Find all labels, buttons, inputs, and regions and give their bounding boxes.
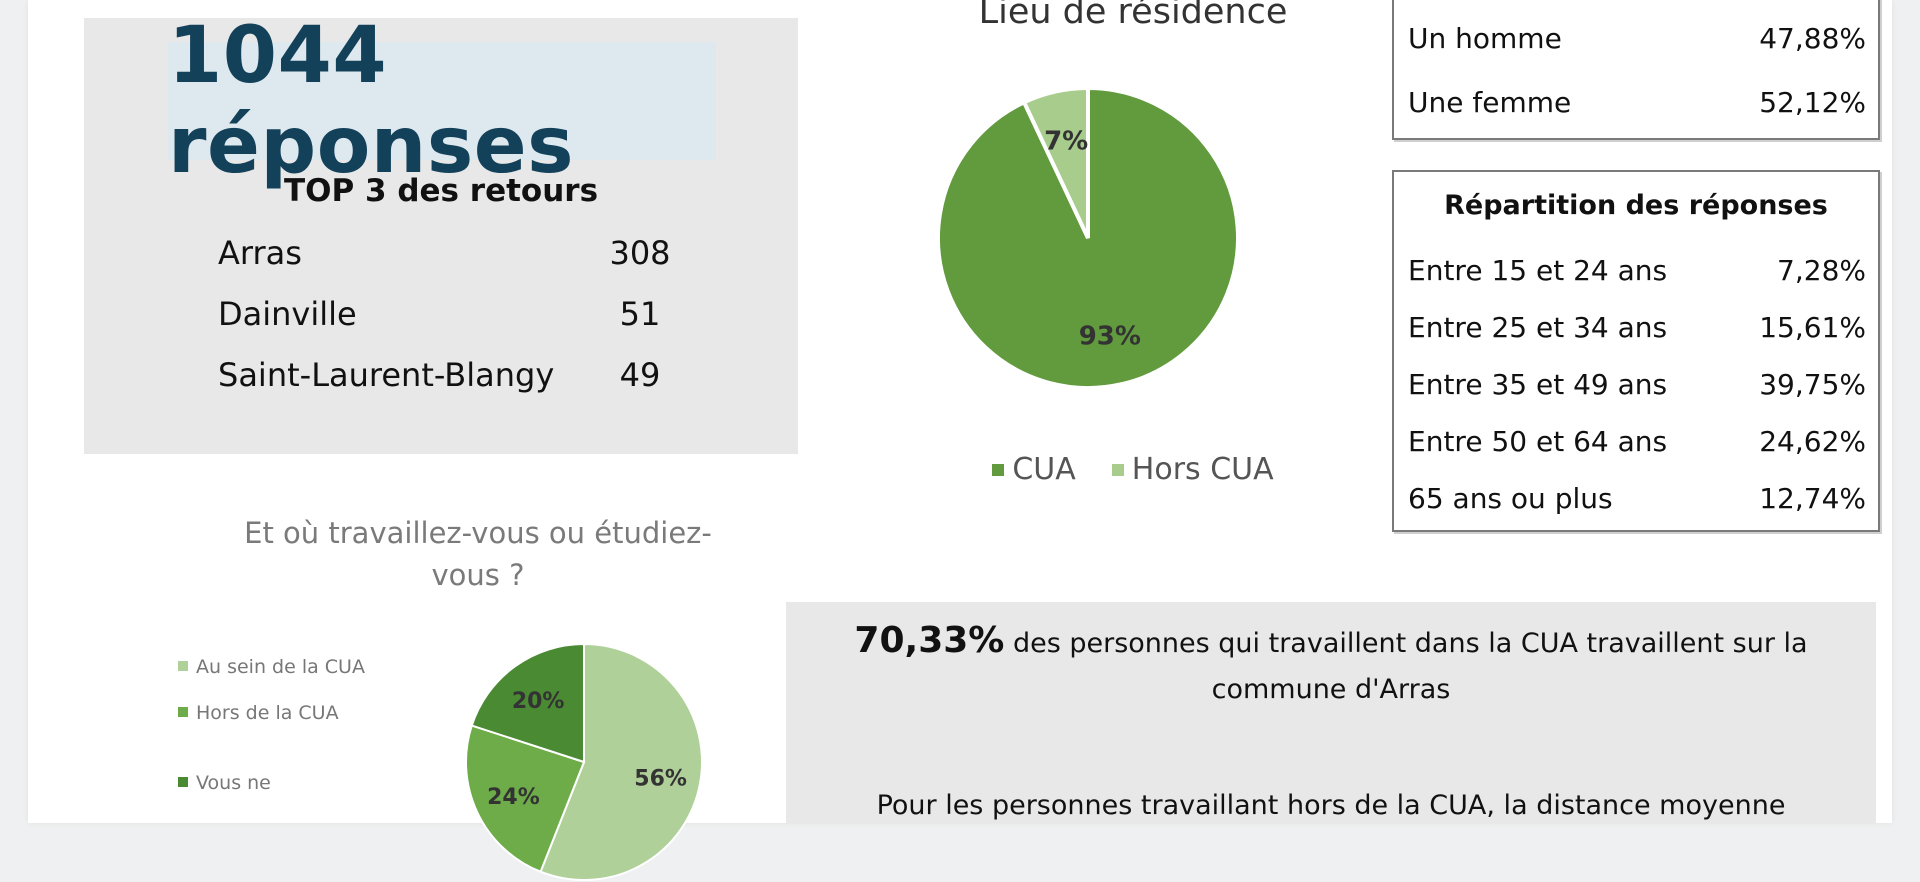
- legend-item-hors-cua: Hors CUA: [1111, 452, 1274, 487]
- row-label: Entre 50 et 64 ans: [1408, 425, 1668, 458]
- pie-label-cua: 93%: [1079, 322, 1141, 352]
- row-value: 7,28%: [1777, 254, 1866, 287]
- table-row: Entre 25 et 34 ans 15,61%: [1408, 311, 1866, 351]
- residence-legend: CUA Hors CUA: [923, 452, 1343, 487]
- age-table-title: Répartition des réponses: [1444, 190, 1828, 221]
- row-label: Une femme: [1408, 86, 1572, 119]
- top3-name: Arras: [218, 234, 302, 272]
- legend-label: CUA: [1012, 452, 1076, 487]
- table-row: Entre 35 et 49 ans 39,75%: [1408, 368, 1866, 408]
- table-row: Un homme 47,88%: [1408, 22, 1866, 62]
- top3-count: 49: [619, 356, 661, 394]
- summary-panel: 1044 réponses TOP 3 des retours Arras 30…: [84, 11, 798, 454]
- note-text: 70,33% des personnes qui travaillent dan…: [816, 618, 1846, 713]
- legend-swatch-outside-cua: [178, 707, 188, 717]
- legend-item-within-cua: Au sein de la CUA: [178, 652, 378, 682]
- work-legend: Au sein de la CUA Hors de la CUA Vous ne: [178, 652, 378, 814]
- top3-name: Saint-Laurent-Blangy: [218, 356, 555, 394]
- legend-swatch-hors-cua: [1111, 463, 1124, 476]
- residence-chart-title: Lieu de résidence: [978, 0, 1288, 32]
- age-table: Répartition des réponses Entre 15 et 24 …: [1392, 170, 1880, 532]
- top3-count: 51: [619, 295, 661, 333]
- row-label: Entre 25 et 34 ans: [1408, 311, 1668, 344]
- row-label: Entre 35 et 49 ans: [1408, 368, 1668, 401]
- legend-label: Vous ne: [196, 772, 271, 794]
- row-label: Un homme: [1408, 22, 1562, 55]
- legend-label: Au sein de la CUA: [196, 656, 365, 678]
- legend-label: Hors de la CUA: [196, 702, 339, 724]
- top3-name: Dainville: [218, 295, 357, 333]
- total-banner: 1044 réponses: [168, 11, 716, 191]
- table-row: Entre 15 et 24 ans 7,28%: [1408, 254, 1866, 294]
- infographic-page: 1044 réponses TOP 3 des retours Arras 30…: [28, 0, 1892, 881]
- row-value: 52,12%: [1759, 86, 1866, 119]
- top3-row: Arras 308: [218, 234, 671, 278]
- row-value: 15,61%: [1759, 311, 1866, 344]
- legend-swatch-within-cua: [178, 661, 188, 671]
- pie-label-hors-cua: 7%: [1044, 126, 1088, 156]
- pie-label-none: 20%: [512, 689, 565, 714]
- pie-label-outside-cua: 24%: [487, 785, 540, 810]
- legend-item-cua: CUA: [992, 452, 1076, 487]
- top3-row: Dainville 51: [218, 295, 660, 339]
- residence-pie-chart: 93% 7%: [936, 85, 1240, 390]
- legend-item-none: Vous ne: [178, 768, 378, 798]
- legend-swatch-none: [178, 777, 188, 787]
- top3-row: Saint-Laurent-Blangy 49: [218, 356, 660, 400]
- top3-title: TOP 3 des retours: [283, 173, 599, 209]
- row-value: 24,62%: [1759, 425, 1866, 458]
- pie-label-within-cua: 56%: [634, 767, 687, 792]
- pie-slice-none: [470, 642, 585, 764]
- note-text-2: Pour les personnes travaillant hors de l…: [876, 790, 1786, 821]
- table-row: Une femme 52,12%: [1408, 86, 1866, 126]
- gender-table: Un homme 47,88% Une femme 52,12%: [1392, 0, 1880, 140]
- work-chart-title: Et où travaillez-vous ou étudiez-vous ?: [244, 516, 712, 592]
- commute-note-panel: 70,33% des personnes qui travaillent dan…: [786, 602, 1876, 823]
- total-responses: 1044 réponses: [168, 11, 575, 191]
- table-row: 65 ans ou plus 12,74%: [1408, 482, 1866, 522]
- row-label: 65 ans ou plus: [1408, 482, 1613, 515]
- note-body: des personnes qui travaillent dans la CU…: [1004, 628, 1808, 705]
- pie-slice-hors-cua: [1021, 85, 1090, 239]
- table-row: Entre 50 et 64 ans 24,62%: [1408, 425, 1866, 465]
- legend-label: Hors CUA: [1131, 452, 1274, 487]
- row-value: 39,75%: [1759, 368, 1866, 401]
- row-value: 47,88%: [1759, 22, 1866, 55]
- top3-count: 308: [609, 234, 671, 272]
- work-pie-chart: 56% 24% 20%: [465, 642, 703, 881]
- note-percentage: 70,33%: [854, 620, 1005, 661]
- legend-item-outside-cua: Hors de la CUA: [178, 698, 378, 728]
- row-value: 12,74%: [1759, 482, 1866, 515]
- legend-swatch-cua: [992, 463, 1005, 476]
- row-label: Entre 15 et 24 ans: [1408, 254, 1668, 287]
